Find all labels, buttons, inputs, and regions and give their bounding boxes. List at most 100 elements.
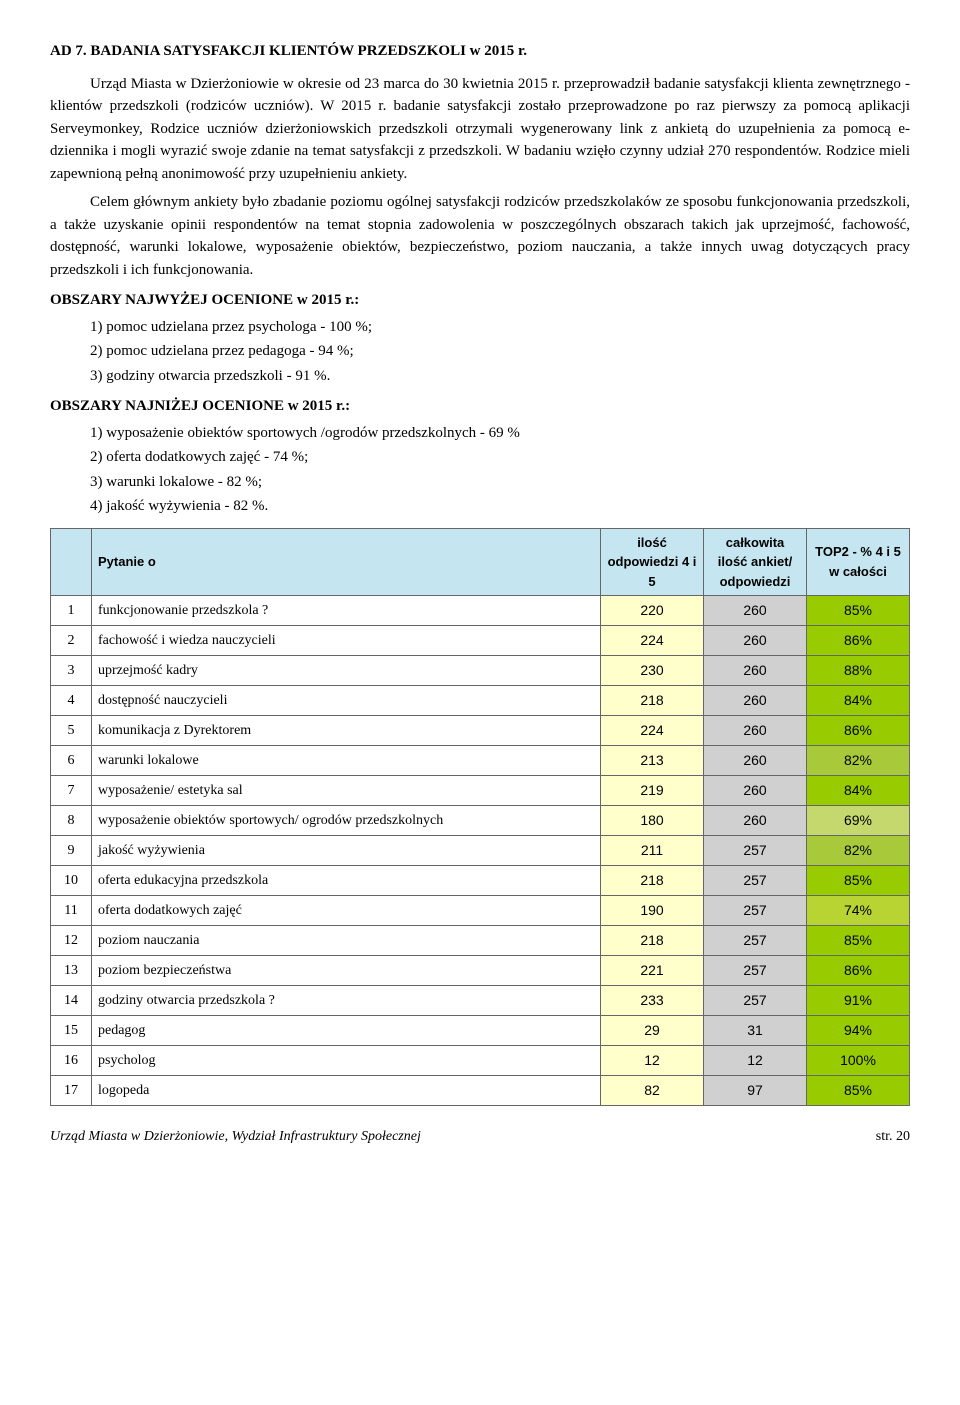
high-list-item: 2) pomoc udzielana przez pedagoga - 94 %… [90,340,910,363]
paragraph-1: Urząd Miasta w Dzierżoniowie w okresie o… [50,73,910,186]
row-total: 260 [704,806,807,836]
row-total: 257 [704,956,807,986]
row-question: wyposażenie obiektów sportowych/ ogrodów… [92,806,601,836]
row-number: 1 [51,596,92,626]
row-total: 260 [704,656,807,686]
low-list: 1) wyposażenie obiektów sportowych /ogro… [50,422,910,518]
row-count-45: 29 [601,1016,704,1046]
table-header-question: Pytanie o [92,528,601,596]
row-number: 16 [51,1046,92,1076]
row-total: 257 [704,866,807,896]
row-number: 2 [51,626,92,656]
row-top2: 85% [807,1076,910,1106]
high-list: 1) pomoc udzielana przez psychologa - 10… [50,316,910,388]
table-row: 3uprzejmość kadry23026088% [51,656,910,686]
table-row: 16psycholog1212100% [51,1046,910,1076]
row-question: wyposażenie/ estetyka sal [92,776,601,806]
footer-left: Urząd Miasta w Dzierżoniowie, Wydział In… [50,1129,421,1144]
row-count-45: 180 [601,806,704,836]
row-count-45: 219 [601,776,704,806]
row-number: 10 [51,866,92,896]
row-number: 3 [51,656,92,686]
row-top2: 88% [807,656,910,686]
row-top2: 82% [807,836,910,866]
row-total: 257 [704,926,807,956]
table-row: 15pedagog293194% [51,1016,910,1046]
row-question: fachowość i wiedza nauczycieli [92,626,601,656]
row-question: jakość wyżywienia [92,836,601,866]
row-question: logopeda [92,1076,601,1106]
row-number: 17 [51,1076,92,1106]
row-total: 257 [704,836,807,866]
row-top2: 100% [807,1046,910,1076]
table-row: 6warunki lokalowe21326082% [51,746,910,776]
row-top2: 84% [807,686,910,716]
row-total: 260 [704,686,807,716]
row-total: 260 [704,716,807,746]
row-top2: 86% [807,716,910,746]
row-top2: 91% [807,986,910,1016]
row-total: 257 [704,896,807,926]
row-total: 97 [704,1076,807,1106]
row-count-45: 190 [601,896,704,926]
row-count-45: 211 [601,836,704,866]
heading-high: OBSZARY NAJWYŻEJ OCENIONE w 2015 r.: [50,289,910,312]
footer-page-number: 20 [896,1129,910,1144]
table-row: 14godziny otwarcia przedszkola ?23325791… [51,986,910,1016]
row-total: 260 [704,596,807,626]
row-count-45: 12 [601,1046,704,1076]
row-top2: 85% [807,926,910,956]
table-row: 8wyposażenie obiektów sportowych/ ogrodó… [51,806,910,836]
row-number: 6 [51,746,92,776]
row-count-45: 230 [601,656,704,686]
low-list-item: 4) jakość wyżywienia - 82 %. [90,495,910,518]
row-total: 260 [704,746,807,776]
paragraph-2: Celem głównym ankiety było zbadanie pozi… [50,191,910,281]
table-header-c2: całkowita ilość ankiet/ odpowiedzi [704,528,807,596]
table-header-c1: ilość odpowiedzi 4 i 5 [601,528,704,596]
row-number: 5 [51,716,92,746]
table-row: 10oferta edukacyjna przedszkola21825785% [51,866,910,896]
row-top2: 82% [807,746,910,776]
row-total: 260 [704,776,807,806]
footer-page-label: str. [876,1129,893,1144]
table-row: 7wyposażenie/ estetyka sal21926084% [51,776,910,806]
footer-right: str. 20 [876,1126,910,1147]
low-list-item: 2) oferta dodatkowych zajęć - 74 %; [90,446,910,469]
row-count-45: 218 [601,866,704,896]
row-top2: 85% [807,596,910,626]
row-number: 4 [51,686,92,716]
row-question: funkcjonowanie przedszkola ? [92,596,601,626]
row-question: uprzejmość kadry [92,656,601,686]
table-row: 4dostępność nauczycieli21826084% [51,686,910,716]
table-row: 12poziom nauczania21825785% [51,926,910,956]
row-top2: 69% [807,806,910,836]
results-table: Pytanie o ilość odpowiedzi 4 i 5 całkowi… [50,528,910,1107]
row-question: psycholog [92,1046,601,1076]
row-top2: 74% [807,896,910,926]
table-row: 13poziom bezpieczeństwa22125786% [51,956,910,986]
table-row: 9jakość wyżywienia21125782% [51,836,910,866]
heading-low: OBSZARY NAJNIŻEJ OCENIONE w 2015 r.: [50,395,910,418]
row-count-45: 213 [601,746,704,776]
table-row: 17logopeda829785% [51,1076,910,1106]
row-question: godziny otwarcia przedszkola ? [92,986,601,1016]
row-top2: 86% [807,956,910,986]
row-total: 257 [704,986,807,1016]
row-number: 8 [51,806,92,836]
row-question: dostępność nauczycieli [92,686,601,716]
row-number: 9 [51,836,92,866]
table-row: 11oferta dodatkowych zajęć19025774% [51,896,910,926]
table-header-c3: TOP2 - % 4 i 5 w całości [807,528,910,596]
row-top2: 94% [807,1016,910,1046]
row-total: 260 [704,626,807,656]
high-list-item: 1) pomoc udzielana przez psychologa - 10… [90,316,910,339]
row-question: oferta edukacyjna przedszkola [92,866,601,896]
row-question: warunki lokalowe [92,746,601,776]
table-header-blank [51,528,92,596]
row-top2: 85% [807,866,910,896]
row-count-45: 218 [601,686,704,716]
row-count-45: 233 [601,986,704,1016]
row-count-45: 224 [601,716,704,746]
row-question: poziom bezpieczeństwa [92,956,601,986]
